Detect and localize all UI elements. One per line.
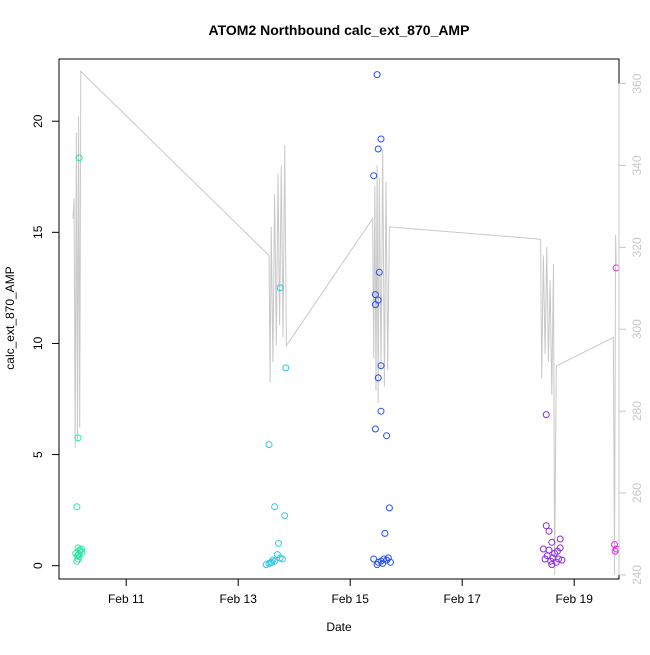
y-axis-right: 240 260 280 300 320 340 360: [618, 73, 644, 585]
data-point-s2-12: [383, 432, 391, 440]
data-point-s2-8: [377, 362, 385, 370]
data-point-s2-11: [371, 425, 379, 433]
y2-tick-label-3: 300: [630, 319, 644, 339]
y2-tick-label-1: 260: [630, 483, 644, 503]
y2-tick-label-0: 240: [630, 565, 644, 585]
data-point-s1-0: [276, 284, 284, 292]
x-axis: Feb 11 Feb 13 Feb 15 Feb 17 Feb 19: [108, 578, 594, 606]
x-axis-title: Date: [326, 620, 352, 634]
data-point-s3-1: [542, 522, 550, 530]
x-tick-label-3: Feb 17: [444, 592, 482, 606]
overlay-line-layer: [72, 70, 617, 575]
data-point-s0-9: [77, 545, 85, 553]
data-point-s2-7: [371, 301, 379, 309]
x-tick-label-1: Feb 13: [220, 592, 258, 606]
data-point-s0-0: [75, 154, 83, 162]
data-point-s2-5: [371, 291, 379, 299]
data-point-s0-2: [73, 503, 81, 511]
data-point-s1-5: [275, 539, 282, 547]
y-tick-label-1: 5: [31, 451, 45, 458]
data-point-s2-10: [377, 407, 385, 415]
data-point-s1-1: [282, 364, 290, 372]
data-point-s2-1: [377, 135, 385, 143]
data-point-s3-8: [539, 545, 547, 553]
data-point-s0-12: [74, 552, 81, 560]
data-point-s2-3: [370, 172, 378, 180]
chart-title: ATOM2 Northbound calc_ext_870_AMP: [209, 22, 470, 38]
data-point-s2-9: [374, 374, 382, 382]
data-point-s0-13: [78, 548, 86, 556]
y-axis-title: calc_ext_870_AMP: [3, 266, 17, 369]
y2-tick-label-5: 340: [630, 155, 644, 175]
data-point-s1-14: [267, 559, 275, 567]
data-point-s3-4: [548, 538, 556, 546]
data-point-s3-2: [545, 527, 553, 535]
data-point-s4-3: [611, 547, 619, 555]
data-point-s2-0: [373, 71, 381, 79]
y2-tick-label-4: 320: [630, 237, 644, 257]
data-point-s3-3: [556, 535, 564, 543]
data-point-s2-20: [387, 558, 394, 566]
data-point-s2-21: [384, 554, 392, 562]
data-point-s2-2: [374, 145, 382, 153]
data-point-s4-1: [611, 541, 618, 549]
data-point-s1-11: [262, 561, 270, 569]
data-point-s2-14: [381, 529, 389, 537]
data-point-s1-12: [276, 554, 284, 562]
data-point-s1-4: [281, 512, 289, 520]
overlay-series-line: [72, 70, 617, 575]
y-tick-label-2: 10: [31, 336, 45, 350]
data-point-s2-23: [373, 561, 381, 569]
data-point-s3-9: [551, 549, 559, 557]
x-tick-label-0: Feb 11: [108, 592, 145, 606]
x-tick-label-4: Feb 19: [556, 592, 594, 606]
points-layer: [72, 71, 620, 569]
y-axis-left: 0 5 10 15 20: [31, 114, 60, 569]
data-point-s0-1: [74, 434, 82, 442]
data-point-s2-4: [375, 268, 383, 276]
y-tick-label-4: 20: [31, 114, 45, 128]
data-point-s2-13: [385, 504, 393, 512]
data-point-s3-0: [542, 411, 550, 419]
data-point-s2-15: [370, 555, 378, 563]
y-tick-label-3: 15: [31, 225, 45, 239]
data-point-s1-2: [265, 441, 273, 449]
y-tick-label-0: 0: [31, 562, 45, 569]
y2-tick-label-6: 360: [630, 73, 644, 93]
data-point-s1-3: [271, 503, 279, 511]
y2-tick-label-2: 280: [630, 401, 644, 421]
data-point-s3-16: [548, 561, 556, 569]
x-tick-label-2: Feb 15: [332, 592, 370, 606]
data-point-s3-17: [558, 556, 566, 564]
